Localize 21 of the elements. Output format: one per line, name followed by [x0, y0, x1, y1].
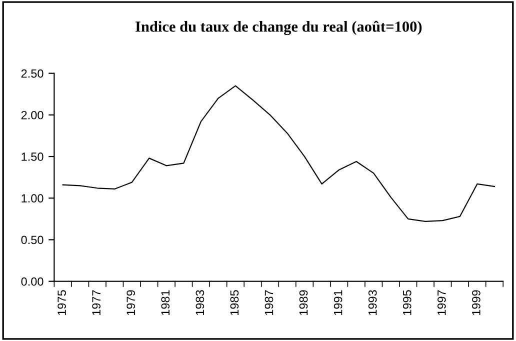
x-tick-label: 1995: [402, 290, 412, 316]
y-tick-label: 1.00: [22, 194, 44, 203]
x-tick-label: 1985: [230, 290, 239, 316]
x-tick-label: 1987: [264, 290, 274, 316]
x-tick-label: 1999: [472, 290, 480, 316]
y-tick-label: 1.50: [22, 152, 44, 161]
x-tick-label: 1989: [299, 290, 308, 316]
y-tick-label: 2.00: [21, 110, 44, 120]
x-tick-label: 1981: [161, 290, 170, 316]
x-tick-label: 1993: [368, 290, 377, 316]
chart-title: Indice du taux de change du real (août=100): [136, 20, 422, 36]
x-tick-label: 1997: [437, 290, 446, 316]
x-tick-label: 1983: [196, 290, 204, 316]
x-tick-label: 1991: [334, 290, 342, 316]
y-tick-label: 2.50: [21, 69, 44, 78]
x-tick-label: 1975: [58, 290, 66, 316]
y-tick-label: 0.50: [21, 236, 44, 244]
line-series: [62, 85, 496, 222]
x-tick-label: 1977: [92, 290, 101, 316]
x-tick-label: 1979: [126, 290, 136, 316]
y-tick-label: 0.00: [21, 277, 44, 286]
